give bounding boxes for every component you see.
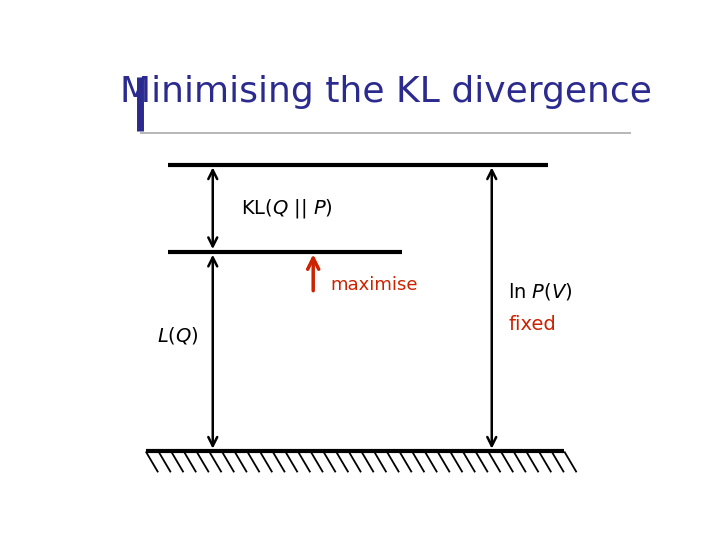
Text: ln $P(V)$: ln $P(V)$ xyxy=(508,281,573,302)
Text: fixed: fixed xyxy=(508,315,557,334)
Text: $L(Q)$: $L(Q)$ xyxy=(157,325,199,346)
Text: Minimising the KL divergence: Minimising the KL divergence xyxy=(120,75,652,109)
Text: KL($Q$ || $P$): KL($Q$ || $P$) xyxy=(240,197,333,220)
Text: maximise: maximise xyxy=(330,276,418,294)
